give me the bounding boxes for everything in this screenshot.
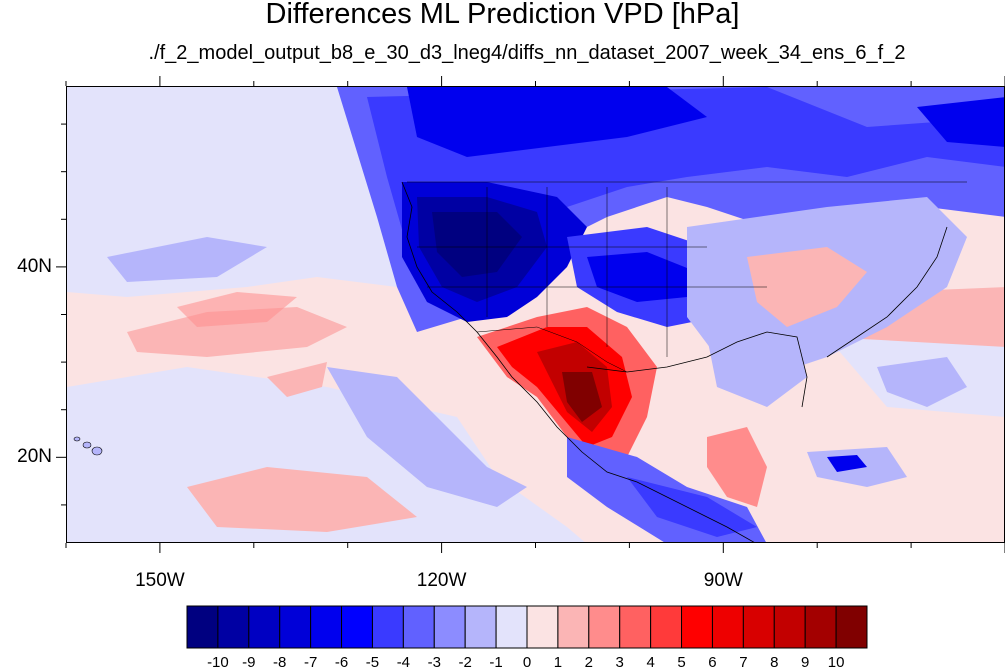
colorbar-swatch — [310, 605, 343, 649]
colorbar-swatch — [402, 605, 435, 649]
hawaii-islands — [73, 436, 103, 456]
colorbar-label: 1 — [553, 654, 563, 671]
colorbar-swatch — [804, 605, 837, 649]
colorbar-label: -3 — [427, 654, 441, 671]
colorbar-label: 3 — [615, 654, 624, 671]
colorbar-swatch — [248, 605, 281, 649]
continent-field — [337, 87, 1004, 542]
colorbar-label: 4 — [646, 654, 655, 671]
map-plot-area — [66, 86, 1005, 543]
colorbar-label: -8 — [273, 654, 287, 671]
colorbar-swatch — [773, 605, 806, 649]
colorbar-label: 7 — [739, 654, 748, 671]
colorbar-label: 6 — [708, 654, 717, 671]
colorbar-swatch — [279, 605, 312, 649]
colorbar-label: 9 — [801, 654, 810, 671]
colorbar-swatch — [186, 605, 219, 649]
lon-label: 150W — [135, 570, 185, 591]
colorbar-swatch — [619, 605, 652, 649]
colorbar-label: -2 — [458, 654, 472, 671]
vpd-difference-map — [67, 87, 1004, 542]
colorbar-label: -9 — [242, 654, 256, 671]
lon-label: 90W — [703, 570, 743, 591]
colorbar-label: -1 — [489, 654, 503, 671]
colorbar-swatch — [650, 605, 683, 649]
colorbar-swatch — [742, 605, 775, 649]
colorbar-label: 5 — [677, 654, 686, 671]
colorbar-label: 0 — [522, 654, 532, 671]
colorbar-swatch — [433, 605, 466, 649]
map-subtitle: ./f_2_model_output_b8_e_30_d3_lneg4/diff… — [148, 42, 906, 64]
map-title: Differences ML Prediction VPD [hPa] — [265, 0, 740, 30]
colorbar-label: 2 — [584, 654, 593, 671]
colorbar-label: 10 — [827, 654, 845, 671]
coastlines — [401, 181, 948, 542]
colorbar-swatch — [217, 605, 250, 649]
colorbar-label: -7 — [303, 654, 318, 671]
political-borders — [407, 181, 967, 373]
colorbar-label: -4 — [396, 654, 411, 671]
colorbar — [186, 605, 868, 649]
colorbar-swatch — [557, 605, 590, 649]
colorbar-swatch — [464, 605, 497, 649]
colorbar-swatch — [495, 605, 528, 649]
colorbar-swatch — [681, 605, 713, 649]
colorbar-label: 8 — [770, 654, 779, 671]
colorbar-label: -5 — [365, 654, 380, 671]
colorbar-swatch — [711, 605, 744, 649]
colorbar-swatch — [341, 605, 373, 649]
colorbar-swatch — [526, 605, 559, 649]
colorbar-swatch — [835, 605, 868, 649]
colorbar-label: -6 — [334, 654, 349, 671]
colorbar-swatch — [588, 605, 621, 649]
lon-label: 120W — [416, 570, 467, 591]
lat-label: 20N — [17, 446, 52, 468]
colorbar-label: -10 — [207, 654, 229, 671]
lat-label: 40N — [17, 255, 52, 277]
colorbar-swatch — [371, 605, 404, 649]
